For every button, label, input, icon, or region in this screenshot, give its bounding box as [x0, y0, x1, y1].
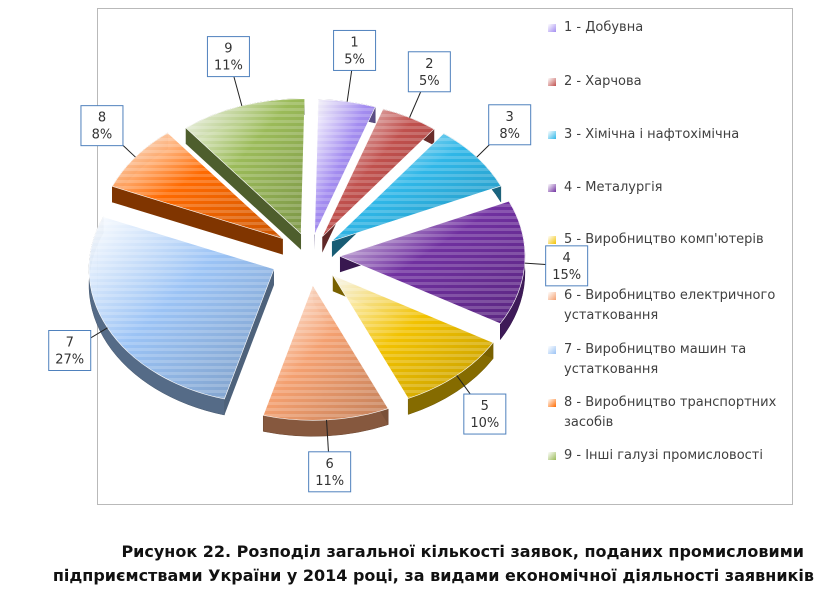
legend-label-4: 4 - Металургія [564, 180, 663, 195]
figure-caption: Рисунок 22. Розподіл загальної кількості… [0, 540, 818, 588]
legend-item-3: 3 - Хімічна і нафтохімічна [548, 125, 804, 145]
legend-item-8: 8 - Виробництво транспортних засобів [548, 393, 804, 433]
data-label-box-8 [80, 105, 124, 147]
legend-swatch-1 [548, 24, 556, 32]
legend-label-9: 9 - Інші галузі промисловості [564, 448, 763, 463]
legend-swatch-7 [548, 346, 556, 354]
data-label-6: 611% [308, 419, 352, 493]
pie-slice-texture-3 [331, 133, 501, 242]
data-label-value-6: 11% [315, 474, 344, 489]
data-label-category-4: 4 [563, 251, 571, 266]
data-label-9: 911% [206, 36, 250, 107]
legend-item-5: 5 - Виробництво комп'ютерів [548, 230, 804, 250]
data-label-7: 727% [48, 327, 108, 372]
data-label-category-8: 8 [98, 111, 106, 126]
legend-item-9: 9 - Інші галузі промисловості [548, 446, 804, 466]
data-label-category-1: 1 [350, 35, 358, 50]
legend-item-7: 7 - Виробництво машин та устатковання [548, 340, 804, 380]
data-label-category-3: 3 [506, 110, 514, 125]
data-label-3: 38% [476, 104, 532, 158]
pie-slice-wall-9 [185, 128, 302, 250]
data-label-category-2: 2 [425, 57, 433, 72]
data-label-box-9 [206, 36, 250, 78]
pie-slice-texture-9 [185, 98, 305, 234]
legend-swatch-5 [548, 236, 556, 244]
legend-swatch-3 [548, 131, 556, 139]
pie-slice-texture-7 [89, 216, 275, 400]
data-label-value-2: 5% [419, 74, 440, 89]
legend-label-1: 1 - Добувна [564, 20, 644, 35]
legend-swatch-6 [548, 292, 556, 300]
legend-label-2: 2 - Харчова [564, 74, 642, 89]
pie-slice-texture-4 [339, 201, 525, 324]
pie-slice-texture-2 [322, 109, 434, 237]
legend-swatch-9 [548, 452, 556, 460]
data-label-value-9: 11% [214, 59, 243, 74]
data-label-box-7 [48, 330, 92, 372]
data-label-category-9: 9 [224, 42, 232, 57]
data-label-1: 15% [333, 29, 377, 102]
data-label-box-3 [488, 104, 532, 146]
data-label-value-4: 15% [552, 268, 581, 283]
data-label-box-5 [463, 393, 507, 435]
pie-slice-wall-7 [224, 268, 275, 416]
data-label-box-2 [407, 51, 451, 93]
legend-item-6: 6 - Виробництво електричного устаткованн… [548, 286, 804, 326]
data-label-category-6: 6 [326, 457, 334, 472]
data-label-category-7: 7 [66, 336, 74, 351]
data-label-box-1 [333, 29, 377, 71]
data-label-value-5: 10% [470, 416, 499, 431]
data-label-value-1: 5% [344, 52, 365, 67]
legend-label-8: 8 - Виробництво транспортних засобів [564, 395, 777, 430]
pie-slice-texture-5 [332, 275, 494, 399]
legend-label-5: 5 - Виробництво комп'ютерів [564, 232, 764, 247]
caption-line-1: Рисунок 22. Розподіл загальної кількості… [121, 542, 804, 561]
data-label-5: 510% [456, 375, 507, 435]
data-label-category-5: 5 [481, 399, 489, 414]
data-label-value-3: 8% [499, 127, 520, 142]
data-label-2: 25% [407, 51, 451, 118]
data-label-value-7: 27% [55, 353, 84, 368]
legend-item-2: 2 - Харчова [548, 72, 804, 92]
legend-label-7: 7 - Виробництво машин та устатковання [564, 342, 747, 377]
pie-slice-texture-8 [112, 132, 283, 239]
legend-swatch-4 [548, 184, 556, 192]
legend-swatch-2 [548, 78, 556, 86]
pie-slice-texture-1 [314, 99, 376, 235]
legend-label-6: 6 - Виробництво електричного устаткованн… [564, 288, 776, 323]
caption-line-2: підприємствами України у 2014 році, за в… [52, 566, 814, 585]
pie-chart: 15% 25%38%415%510%611%727%88%911% [48, 29, 589, 493]
legend-swatch-8 [548, 399, 556, 407]
data-label-value-8: 8% [92, 128, 113, 143]
legend-label-3: 3 - Хімічна і нафтохімічна [564, 127, 740, 142]
data-label-box-4 [545, 245, 589, 287]
pie-slice-wall-8 [112, 186, 283, 255]
pie-slice-texture-6 [263, 285, 389, 421]
data-label-box-6 [308, 451, 352, 493]
data-label-8: 88% [80, 105, 136, 158]
data-label-4: 415% [524, 245, 589, 287]
legend-item-4: 4 - Металургія [548, 178, 804, 198]
legend-item-1: 1 - Добувна [548, 18, 804, 38]
